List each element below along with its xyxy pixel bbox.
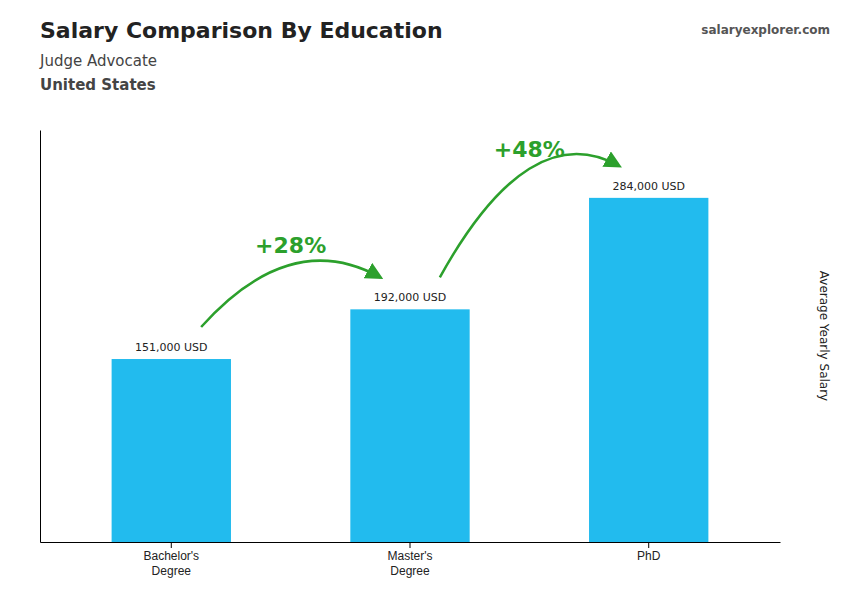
y-axis bbox=[40, 131, 41, 543]
title: Salary Comparison By Education bbox=[40, 18, 443, 43]
x-tick: Bachelor'sDegree bbox=[143, 542, 199, 578]
bar bbox=[112, 359, 231, 542]
x-tick-mark bbox=[410, 542, 411, 548]
data-label: 151,000 USD bbox=[135, 341, 208, 354]
x-tick-mark bbox=[171, 542, 172, 548]
chart: Salary Comparison By Education Judge Advo… bbox=[0, 0, 850, 606]
annotation-arrow bbox=[440, 154, 619, 277]
subtitle: Judge Advocate bbox=[39, 52, 157, 70]
bars bbox=[112, 198, 709, 542]
bar bbox=[589, 198, 708, 542]
annotations: +28% +48% bbox=[201, 137, 619, 327]
y-axis-line bbox=[40, 131, 41, 543]
bar bbox=[350, 309, 469, 542]
annotation: +48% bbox=[494, 137, 565, 162]
x-tick-label: Master'sDegree bbox=[388, 549, 433, 579]
x-tick-mark bbox=[648, 542, 649, 548]
x-tick-label: PhD bbox=[637, 549, 661, 563]
subtitle: United States bbox=[40, 76, 156, 94]
annotation: +28% bbox=[255, 233, 326, 258]
plot: Bachelor'sDegree Master'sDegree PhD 151,000… bbox=[41, 131, 781, 579]
data-label: 192,000 USD bbox=[374, 291, 447, 304]
y-axis-title: Average Yearly Salary bbox=[817, 271, 831, 401]
data-label: 284,000 USD bbox=[612, 180, 685, 193]
x-tick: Master'sDegree bbox=[388, 542, 433, 578]
data-labels: 151,000 USD 192,000 USD 284,000 USD bbox=[135, 180, 685, 354]
x-tick: PhD bbox=[637, 542, 661, 563]
x-tick-label: Bachelor'sDegree bbox=[143, 549, 199, 579]
x-axis: Bachelor'sDegree Master'sDegree PhD bbox=[41, 542, 781, 578]
source: salaryexplorer.com bbox=[701, 23, 830, 37]
annotation-arrow bbox=[201, 261, 380, 327]
